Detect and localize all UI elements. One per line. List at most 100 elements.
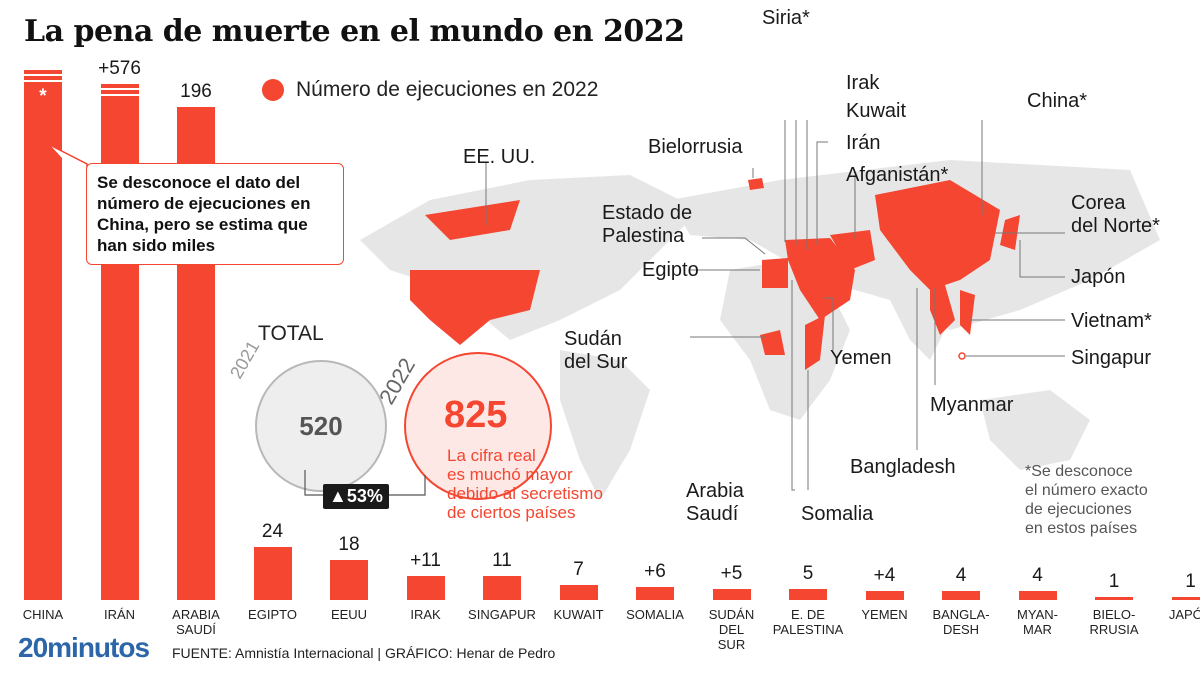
bar-bielorrusia [1095, 597, 1133, 600]
legend-dot-icon [262, 79, 284, 101]
value-label: 1 [1185, 571, 1196, 592]
map-label-bangladesh: Bangladesh [850, 456, 956, 478]
value-label: 1 [1108, 571, 1120, 592]
world-map [360, 120, 1160, 500]
value-label: 4 [1032, 565, 1043, 587]
total-label: TOTAL [258, 322, 324, 345]
bar-jap-n [1171, 597, 1200, 600]
iran-afg-shape [830, 230, 875, 270]
category-label: SUDÁN DEL SUR [708, 607, 755, 652]
south-sudan-shape [760, 330, 785, 355]
category-label: CHINA [22, 607, 64, 622]
map-label-vietnam: Vietnam* [1071, 310, 1152, 332]
map-label-myanmar: Myanmar [930, 394, 1014, 416]
map-label-yemen: Yemen [830, 347, 892, 369]
circle-2022 [404, 352, 552, 500]
total-2022-value: 825 [444, 394, 508, 436]
total-2021-value: 520 [299, 410, 343, 441]
bar-break-line [24, 80, 62, 82]
category-label: JAPÓN [1168, 607, 1200, 622]
map-label-corea: Corea del Norte* [1071, 192, 1160, 237]
map-label-sudan-sur: Sudán del Sur [564, 328, 628, 373]
map-label-palestina: Estado de Palestina [602, 202, 693, 247]
map-label-somalia: Somalia [801, 503, 874, 525]
category-label: KUWAIT [553, 607, 604, 622]
value-label: +6 [644, 560, 666, 582]
map-label-singapur: Singapur [1071, 347, 1152, 369]
category-label: EEUU [330, 607, 368, 622]
map-highlighted-countries [410, 178, 1020, 370]
legend-label: Número de ejecuciones en 2022 [296, 78, 599, 101]
chart-title: La pena de muerte en el mundo en 2022 [24, 14, 685, 49]
bar-myanmar [1018, 591, 1057, 600]
usa-shape [410, 270, 540, 345]
vietnam-shape [960, 290, 975, 335]
value-label: 196 [180, 81, 212, 102]
source-credit: FUENTE: Amnistía Internacional | GRÁFICO… [172, 645, 556, 661]
category-label: YEMEN [861, 607, 908, 622]
value-label: * [39, 86, 47, 107]
map-label-bielorrusia: Bielorrusia [648, 136, 743, 158]
alaska-shape [425, 200, 520, 240]
china-callout: Se desconoce el dato del número de ejecu… [86, 163, 344, 265]
bar-e-de-palestina [789, 589, 827, 600]
value-label: 5 [802, 563, 814, 584]
map-label-japon: Japón [1071, 266, 1126, 288]
legend: Número de ejecuciones en 2022 [262, 78, 598, 102]
category-label: SINGAPUR [468, 607, 536, 622]
bar-yemen [865, 591, 904, 600]
map-label-afganistan: Afganistán* [846, 164, 949, 186]
bar-eeuu [330, 560, 368, 600]
bar-kuwait [559, 584, 598, 600]
map-label-iran: Irán [846, 132, 881, 154]
value-label: 24 [261, 521, 284, 543]
value-label: 4 [955, 565, 967, 587]
bar-irak [406, 575, 445, 600]
category-label: BIELO- RRUSIA [1089, 607, 1139, 637]
bar-break-line [100, 94, 139, 96]
value-label: +5 [720, 563, 743, 584]
up-triangle-icon: ▲ [329, 486, 347, 506]
value-label: 18 [338, 534, 360, 556]
value-label: +11 [410, 549, 441, 571]
map-label-kuwait: Kuwait [846, 100, 907, 122]
map-label-egipto: Egipto [642, 259, 699, 281]
logo-20minutos: 20minutos [18, 632, 150, 663]
category-label: EGIPTO [248, 607, 297, 622]
category-label: ARABIA SAUDÍ [172, 607, 220, 637]
map-label-arabia: Arabia Saudí [686, 480, 744, 525]
china-shape [875, 180, 1000, 290]
singapore-marker [958, 352, 966, 360]
value-label: 7 [573, 558, 584, 580]
map-label-eeuu: EE. UU. [463, 146, 536, 168]
myanmar-shape [930, 285, 955, 335]
bar-bangladesh [942, 591, 980, 600]
map-label-irak: Irak [846, 72, 880, 94]
egypt-shape [762, 258, 788, 288]
bar-singapur [483, 575, 521, 600]
year-2021-label: 2021 [226, 337, 264, 382]
belarus-shape [748, 178, 764, 190]
bar-break-line [24, 74, 62, 76]
total-note: La cifra real es muchó mayor debido al sec… [447, 446, 603, 522]
change-badge: ▲53% [323, 484, 389, 509]
bar-break-line [100, 88, 139, 90]
category-label: MYAN- MAR [1017, 607, 1058, 637]
category-label: IRAK [410, 607, 441, 622]
circle-2021: 520 [255, 360, 387, 492]
bar-sud-n-del-sur [712, 589, 751, 600]
footnote: *Se desconoce el número exacto de ejecucio… [1025, 463, 1148, 537]
value-label: +4 [873, 565, 896, 587]
bar-egipto [253, 547, 292, 600]
category-label: IRÁN [103, 607, 136, 622]
bar-somalia [636, 586, 674, 600]
value-label: +576 [98, 58, 141, 79]
leader-lines [485, 120, 1065, 491]
value-label: 11 [492, 549, 512, 571]
category-label: BANGLA- DESH [932, 607, 990, 637]
middle-east-shape [785, 238, 855, 320]
somalia-shape [805, 315, 825, 370]
bar-china [24, 70, 62, 600]
map-label-china: China* [1027, 90, 1088, 112]
category-label: E. DE PALESTINA [772, 607, 844, 637]
